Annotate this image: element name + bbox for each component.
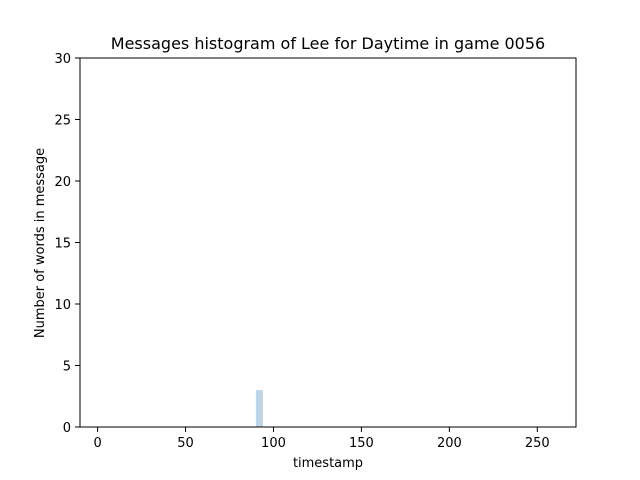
- histogram-bar-0: [255, 390, 263, 427]
- y-tick-label-1: 5: [63, 360, 71, 375]
- x-axis-label: timestamp: [293, 456, 363, 471]
- x-tick-label-4: 200: [437, 436, 462, 451]
- y-tick-label-0: 0: [63, 421, 71, 436]
- x-tick-label-2: 100: [261, 436, 286, 451]
- x-tick-label-3: 150: [349, 436, 374, 451]
- x-tick-label-0: 0: [93, 436, 101, 451]
- y-axis: 0 5 10 15 20 25 30: [54, 52, 80, 436]
- y-tick-label-2: 10: [54, 298, 71, 313]
- x-tick-label-5: 250: [525, 436, 550, 451]
- y-axis-label: Number of words in message: [33, 148, 48, 338]
- y-tick-label-3: 15: [54, 237, 71, 252]
- chart-title: Messages histogram of Lee for Daytime in…: [111, 34, 545, 53]
- bars-layer: [255, 390, 263, 427]
- x-tick-label-1: 50: [177, 436, 194, 451]
- plot-frame: [79, 57, 577, 428]
- y-tick-label-5: 25: [54, 114, 71, 129]
- x-axis: 0 50 100 150 200 250: [93, 427, 550, 451]
- y-tick-label-4: 20: [54, 175, 71, 190]
- y-tick-label-6: 30: [54, 52, 71, 67]
